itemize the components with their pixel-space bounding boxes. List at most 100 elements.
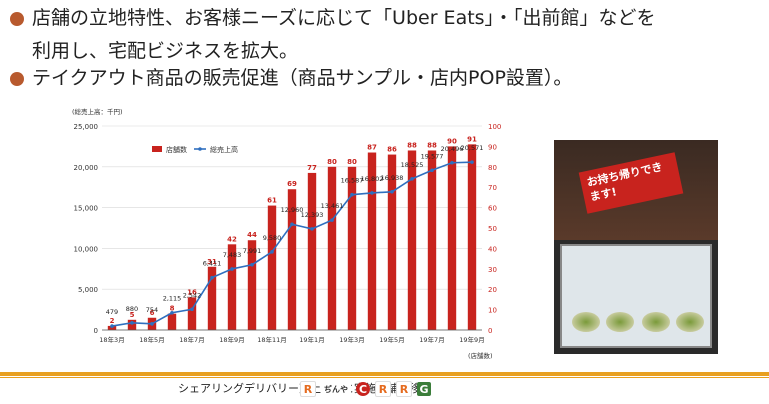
- y-tick-right: 90: [488, 143, 497, 151]
- sales-point: [190, 307, 194, 312]
- store-label: 42: [227, 235, 237, 243]
- store-label: 90: [447, 137, 457, 145]
- chart-canvas: 0 5,000 10,000 15,000 20,000 25,000 0 10 20 30 40 5…: [72, 107, 501, 360]
- sales-label: 13,461: [321, 202, 344, 210]
- bullet-1-line2: 利用し、宅配ビジネスを拡大。: [32, 40, 299, 62]
- store-bar: [127, 319, 137, 330]
- sales-label: 6,411: [203, 260, 222, 268]
- x-tick: 19年9月: [459, 335, 484, 344]
- sales-label: 18,525: [401, 161, 424, 169]
- store-label: 88: [427, 141, 437, 149]
- footer-rule: [0, 372, 769, 376]
- y-tick-right: 70: [488, 184, 497, 192]
- store-label: 87: [367, 144, 377, 152]
- sales-label: 2,542: [183, 291, 202, 299]
- y-tick-right: 100: [488, 123, 501, 131]
- right-axis-unit: (店舗数): [468, 351, 493, 360]
- sales-point: [410, 177, 414, 181]
- store-bar: [107, 325, 117, 330]
- sales-point: [450, 160, 454, 165]
- brand-logo-icon: R: [300, 381, 316, 397]
- y-tick-left: 5,000: [78, 286, 98, 294]
- brand-logo-icon: G: [417, 382, 431, 396]
- store-bar: [447, 146, 457, 330]
- x-tick: 19年7月: [419, 335, 444, 344]
- store-label: 31: [207, 258, 217, 266]
- store-bar: [227, 244, 237, 330]
- bullet-dot-icon: [10, 12, 24, 26]
- bullet-dot-icon: [10, 72, 24, 86]
- sales-label: 16,938: [381, 174, 404, 182]
- legend-bar-label: 店舗数: [166, 145, 187, 154]
- brand-logo-icon: R: [396, 381, 412, 397]
- sales-label: 479: [106, 308, 118, 316]
- y-tick-right: 80: [488, 164, 497, 172]
- x-tick: 18年11月: [257, 335, 287, 344]
- y-tick-left: 25,000: [74, 123, 99, 131]
- store-bar: [187, 297, 197, 330]
- sales-label: 12,960: [281, 206, 304, 214]
- store-label: 61: [267, 197, 277, 205]
- display-case: [560, 244, 712, 348]
- sales-point: [350, 192, 354, 197]
- sales-chart: 0 5,000 10,000 15,000 20,000 25,000 0 10 20 30 40 5…: [62, 104, 514, 376]
- sales-label: 2,115: [163, 295, 182, 303]
- sales-point: [130, 321, 134, 325]
- sales-label: 20,496: [441, 145, 464, 153]
- y-tick-right: 20: [488, 286, 497, 294]
- bullet-2-text: テイクアウト商品の販売促進（商品サンプル・店内POP設置）。: [32, 67, 573, 89]
- sales-point: [470, 160, 474, 164]
- food-sample-icon: [606, 312, 634, 332]
- sales-point: [250, 262, 254, 267]
- store-bar: [387, 154, 397, 330]
- y-tick-right: 60: [488, 205, 497, 213]
- x-tick: 18年7月: [179, 335, 204, 344]
- sales-label: 19,577: [421, 152, 444, 160]
- x-tick: 18年5月: [139, 335, 164, 344]
- sales-label: 9,580: [263, 234, 282, 242]
- store-bar: [247, 240, 257, 330]
- store-bar: [167, 313, 177, 330]
- y-tick-right: 30: [488, 266, 497, 274]
- store-label: 80: [327, 158, 337, 166]
- food-sample-icon: [642, 312, 670, 332]
- y-tick-right: 50: [488, 225, 497, 233]
- store-label: 77: [307, 164, 317, 172]
- store-bar: [407, 150, 417, 330]
- y-tick-right: 40: [488, 245, 497, 253]
- sales-label: 7,483: [223, 251, 242, 259]
- y-tick-right: 0: [488, 327, 492, 335]
- bullet-1: 店舗の立地特性、お客様ニーズに応じて「Uber Eats」・「出前館」などを: [10, 6, 750, 31]
- sales-label: 12,393: [301, 211, 324, 219]
- y-tick-right: 10: [488, 307, 497, 315]
- x-tick: 19年3月: [339, 335, 364, 344]
- store-bar: [347, 166, 357, 330]
- store-label: 6: [150, 309, 155, 317]
- food-sample-icon: [572, 312, 600, 332]
- store-label: 88: [407, 141, 417, 149]
- sales-point: [370, 191, 374, 195]
- legend-line-label: 総売上高: [210, 145, 238, 154]
- brand-logo-icon: ぢんや: [321, 382, 351, 396]
- store-label: 80: [347, 158, 357, 166]
- sales-point: [170, 310, 174, 315]
- store-bar: [267, 205, 277, 330]
- x-tick: 18年3月: [99, 335, 124, 344]
- y-tick-left: 0: [94, 327, 98, 335]
- sales-point: [290, 222, 294, 227]
- sales-point: [150, 322, 154, 326]
- y-tick-left: 20,000: [74, 164, 99, 172]
- store-label: 86: [387, 146, 397, 154]
- footer-rule-thin: [0, 377, 769, 378]
- store-bar: [467, 144, 477, 330]
- sales-point: [110, 324, 114, 328]
- bullet-2: テイクアウト商品の販売促進（商品サンプル・店内POP設置）。: [10, 66, 572, 91]
- y-tick-left: 10,000: [74, 245, 99, 253]
- sales-label: 20,571: [461, 144, 484, 152]
- store-bar: [327, 166, 337, 330]
- sales-point: [270, 250, 274, 254]
- brand-logo-icon: R: [375, 381, 391, 397]
- x-tick: 19年1月: [299, 335, 324, 344]
- store-label: 5: [130, 311, 135, 319]
- store-label: 69: [287, 180, 297, 188]
